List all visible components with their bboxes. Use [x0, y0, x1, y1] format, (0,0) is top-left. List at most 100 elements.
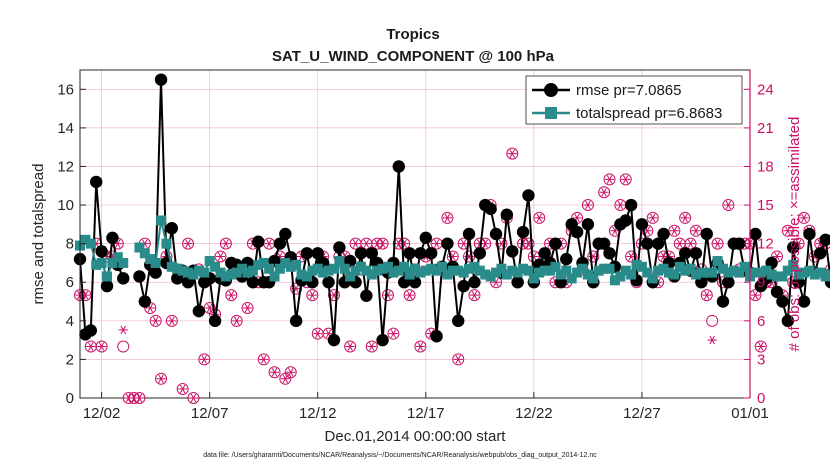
obs-assimilated-point: [534, 213, 544, 223]
x-axis: 12/02 12/07 12/12 12/17 12/22 12/27 01/01: [83, 392, 769, 422]
y-tick-label-left: 6: [66, 274, 74, 291]
totalspread-point: [712, 256, 723, 267]
totalspread-point: [372, 265, 383, 276]
rmse-point: [360, 289, 373, 302]
rmse-point: [787, 241, 800, 254]
totalspread-point: [210, 261, 221, 272]
obs-assimilated-point: [415, 342, 426, 351]
totalspread-point: [112, 252, 123, 263]
obs-assimilated-point: [199, 355, 209, 364]
totalspread-point: [85, 238, 96, 249]
obs-possible-point: [722, 199, 735, 212]
obs-possible-point: [365, 340, 378, 353]
totalspread-point: [415, 267, 426, 278]
totalspread-point: [199, 267, 210, 278]
obs-assimilated-point: [232, 316, 242, 326]
totalspread-point: [480, 269, 491, 280]
rmse-point: [246, 276, 260, 289]
obs-possible-point: [689, 224, 702, 237]
obs-possible-point: [219, 237, 232, 250]
totalspread-point: [518, 263, 529, 274]
totalspread-point: [453, 265, 464, 276]
totalspread-point: [534, 267, 545, 278]
x-tick-label: 12/17: [407, 405, 445, 422]
obs-possible-point: [414, 340, 427, 353]
totalspread-point: [220, 271, 231, 282]
obs-assimilated-point: [702, 290, 712, 300]
rmse-point: [570, 225, 584, 239]
totalspread-point: [350, 265, 361, 276]
footnote: data file: /Users/gharamti/Documents/NCA…: [203, 452, 597, 459]
obs-possible-point: [619, 173, 632, 186]
x-tick-label: 12/07: [191, 405, 229, 422]
totalspread-point: [788, 259, 799, 270]
y-tick-label-right: 9: [757, 274, 765, 291]
obs-possible-point: [754, 340, 767, 353]
totalspread-point: [620, 265, 631, 276]
totalspread-point: [150, 257, 161, 268]
obs-possible-point: [117, 340, 130, 353]
obs-assimilated-point: [269, 368, 280, 377]
totalspread-point: [750, 267, 761, 278]
y-tick-label-left: 8: [66, 236, 74, 253]
totalspread-point: [761, 265, 772, 276]
obs-assimilated-point: [615, 200, 625, 210]
legend-rmse-marker: [544, 83, 558, 97]
obs-assimilated-point: [367, 342, 377, 351]
totalspread-point: [626, 269, 637, 280]
legend-totalspread-label: totalspread pr=6.8683: [576, 105, 722, 122]
chart-subtitle: SAT_U_WIND_COMPONENT @ 100 hPa: [272, 48, 555, 65]
x-axis-label: Dec.01,2014 00:00:00 start: [325, 428, 507, 445]
rmse-point: [749, 227, 762, 241]
totalspread-point: [809, 269, 820, 280]
totalspread-point: [647, 273, 658, 284]
totalspread-point: [345, 271, 356, 282]
obs-assimilated-point: [313, 329, 323, 338]
totalspread-point: [766, 269, 777, 280]
obs-possible-point: [603, 173, 616, 186]
totalspread-point: [399, 261, 410, 272]
totalspread-point: [80, 234, 91, 245]
rmse-point: [117, 272, 130, 285]
totalspread-point: [658, 263, 669, 274]
obs-possible-point: [381, 289, 394, 302]
obs-assimilated-point: [756, 342, 766, 351]
totalspread-point: [804, 265, 815, 276]
rmse-point: [419, 231, 433, 245]
totalspread-point: [653, 265, 664, 276]
rmse-point: [425, 247, 438, 260]
rmse-point: [333, 241, 346, 254]
rmse-point: [619, 214, 632, 227]
totalspread-point: [172, 263, 183, 274]
totalspread-point: [231, 267, 242, 278]
obs-possible-point: [581, 199, 594, 212]
obs-assimilated-point: [118, 325, 128, 335]
totalspread-point: [528, 273, 539, 284]
rmse-point: [678, 247, 692, 260]
rmse-point: [597, 237, 611, 250]
totalspread-point: [388, 267, 399, 278]
totalspread-point: [496, 263, 507, 274]
totalspread-point: [604, 263, 615, 274]
rmse-point: [90, 175, 103, 189]
totalspread-point: [258, 257, 269, 268]
totalspread-point: [561, 265, 572, 276]
rmse-point: [770, 285, 784, 299]
totalspread-point: [728, 265, 739, 276]
totalspread-point: [539, 265, 550, 276]
legend-rmse-label: rmse pr=7.0865: [576, 82, 681, 99]
rmse-point: [781, 314, 795, 328]
totalspread-point: [447, 265, 458, 276]
obs-assimilated-point: [188, 393, 199, 403]
obs-assimilated-point: [264, 239, 274, 248]
obs-assimilated-point: [280, 374, 290, 383]
totalspread-point: [161, 238, 172, 249]
y-tick-label-right: 18: [757, 158, 774, 175]
y-axis-right: 0 3 6 9 12 15 18 21 24: [744, 70, 774, 407]
line-series: [73, 73, 830, 347]
y-tick-label-left: 2: [66, 351, 74, 368]
y-tick-label-left: 14: [57, 120, 74, 137]
totalspread-point: [799, 267, 810, 278]
rmse-point: [468, 276, 481, 289]
totalspread-point: [507, 265, 518, 276]
